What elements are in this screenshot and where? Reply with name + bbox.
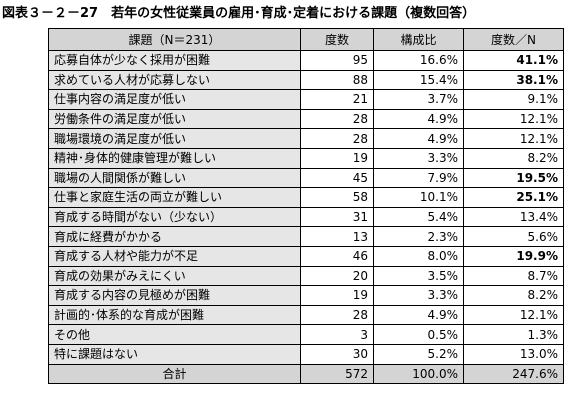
cell: 8.2% — [463, 285, 564, 306]
row-label: 育成する時間がない（少ない） — [48, 206, 301, 228]
total-cell: 572 — [300, 363, 374, 385]
row-label: 職場の人間関係が難しい — [48, 167, 301, 189]
cell: 19.9% — [463, 245, 564, 267]
row-label: 職場環境の満足度が低い — [48, 128, 301, 149]
cell: 21 — [300, 89, 374, 110]
data-row: 求めている人材が応募しない 88 15.4% 38.1% — [48, 69, 564, 91]
cell: 5.6% — [463, 226, 564, 247]
cell: 16.6% — [373, 50, 464, 71]
header-row: 課題（N＝231） 度数 構成比 度数／N — [48, 28, 564, 51]
title: 図表３－２－27 若年の女性従業員の雇用･育成･定着における課題（複数回答） — [2, 6, 476, 21]
cell: 19 — [300, 285, 374, 306]
cell: 20 — [300, 265, 374, 287]
cell: 28 — [300, 304, 374, 326]
cell: 5.2% — [373, 343, 464, 365]
cell: 28 — [300, 128, 374, 149]
total-row: 合計 572 100.0% 247.6% — [48, 363, 564, 385]
cell: 8.7% — [463, 265, 564, 287]
data-row: 仕事と家庭生活の両立が難しい 58 10.1% 25.1% — [48, 187, 564, 208]
cell: 13.0% — [463, 343, 564, 365]
cell: 1.3% — [463, 324, 564, 345]
data-row: 職場環境の満足度が低い 28 4.9% 12.1% — [48, 128, 564, 149]
data-row: 育成する人材や能力が不足 46 8.0% 19.9% — [48, 245, 564, 267]
data-row: 仕事内容の満足度が低い 21 3.7% 9.1% — [48, 89, 564, 110]
data-row: 応募自体が少なく採用が困難 95 16.6% 41.1% — [48, 50, 564, 71]
row-label: 精神･身体的健康管理が難しい — [48, 147, 301, 169]
row-label: 育成の効果がみえにくい — [48, 265, 301, 287]
row-label: 労働条件の満足度が低い — [48, 108, 301, 130]
data-row: 計画的･体系的な育成が困難 28 4.9% 12.1% — [48, 304, 564, 326]
cell: 38.1% — [463, 69, 564, 91]
data-row: 育成する時間がない（少ない） 31 5.4% 13.4% — [48, 206, 564, 228]
cell: 0.5% — [373, 324, 464, 345]
row-label: 応募自体が少なく採用が困難 — [48, 50, 301, 71]
data-row: その他 3 0.5% 1.3% — [48, 324, 564, 345]
row-label: 育成する人材や能力が不足 — [48, 245, 301, 267]
data-row: 育成の効果がみえにくい 20 3.5% 8.7% — [48, 265, 564, 287]
data-row: 育成に経費がかかる 13 2.3% 5.6% — [48, 226, 564, 247]
cell: 3.3% — [373, 285, 464, 306]
data-row: 特に課題はない 30 5.2% 13.0% — [48, 343, 564, 365]
cell: 4.9% — [373, 128, 464, 149]
cell: 2.3% — [373, 226, 464, 247]
column-header: 度数／N — [463, 28, 564, 51]
cell: 58 — [300, 187, 374, 208]
column-header: 課題（N＝231） — [48, 28, 301, 51]
cell: 12.1% — [463, 304, 564, 326]
table: 課題（N＝231） 度数 構成比 度数／N 応募自体が少なく採用が困難 95 16.6% 41… — [48, 28, 564, 385]
cell: 25.1% — [463, 187, 564, 208]
table-body: 課題（N＝231） 度数 構成比 度数／N 応募自体が少なく採用が困難 95 16.6% 41… — [48, 28, 564, 385]
cell: 3.3% — [373, 147, 464, 169]
cell: 13.4% — [463, 206, 564, 228]
row-label: 仕事と家庭生活の両立が難しい — [48, 187, 301, 208]
cell: 13 — [300, 226, 374, 247]
cell: 88 — [300, 69, 374, 91]
cell: 41.1% — [463, 50, 564, 71]
cell: 15.4% — [373, 69, 464, 91]
total-label: 合計 — [48, 363, 301, 385]
cell: 8.0% — [373, 245, 464, 267]
cell: 7.9% — [373, 167, 464, 189]
cell: 19.5% — [463, 167, 564, 189]
cell: 9.1% — [463, 89, 564, 110]
cell: 4.9% — [373, 108, 464, 130]
cell: 30 — [300, 343, 374, 365]
row-label: 計画的･体系的な育成が困難 — [48, 304, 301, 326]
column-header: 度数 — [300, 28, 374, 51]
column-header: 構成比 — [373, 28, 464, 51]
cell: 3.5% — [373, 265, 464, 287]
data-row: 職場の人間関係が難しい 45 7.9% 19.5% — [48, 167, 564, 189]
data-row: 育成する内容の見極めが困難 19 3.3% 8.2% — [48, 285, 564, 306]
cell: 12.1% — [463, 128, 564, 149]
total-cell: 247.6% — [463, 363, 564, 385]
cell: 3 — [300, 324, 374, 345]
row-label: 特に課題はない — [48, 343, 301, 365]
cell: 31 — [300, 206, 374, 228]
row-label: 育成する内容の見極めが困難 — [48, 285, 301, 306]
row-label: 育成に経費がかかる — [48, 226, 301, 247]
cell: 10.1% — [373, 187, 464, 208]
data-row: 労働条件の満足度が低い 28 4.9% 12.1% — [48, 108, 564, 130]
total-cell: 100.0% — [373, 363, 464, 385]
row-label: 求めている人材が応募しない — [48, 69, 301, 91]
data-row: 精神･身体的健康管理が難しい 19 3.3% 8.2% — [48, 147, 564, 169]
row-label: 仕事内容の満足度が低い — [48, 89, 301, 110]
cell: 3.7% — [373, 89, 464, 110]
cell: 95 — [300, 50, 374, 71]
cell: 12.1% — [463, 108, 564, 130]
row-label: その他 — [48, 324, 301, 345]
cell: 45 — [300, 167, 374, 189]
cell: 5.4% — [373, 206, 464, 228]
cell: 4.9% — [373, 304, 464, 326]
cell: 19 — [300, 147, 374, 169]
cell: 46 — [300, 245, 374, 267]
cell: 8.2% — [463, 147, 564, 169]
cell: 28 — [300, 108, 374, 130]
